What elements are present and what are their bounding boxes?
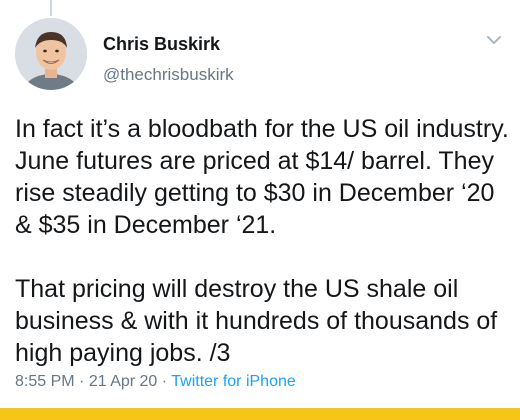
meta-separator: · — [79, 373, 84, 390]
chevron-down-icon[interactable] — [484, 30, 504, 50]
avatar-image — [15, 18, 87, 90]
meta-separator: · — [162, 373, 167, 390]
tweet-paragraph-2: That pricing will destroy the US shale o… — [15, 273, 510, 369]
author-name[interactable]: Chris Buskirk — [103, 34, 220, 55]
avatar[interactable] — [15, 18, 87, 90]
tweet-source-link[interactable]: Twitter for iPhone — [171, 373, 296, 390]
bottom-bar — [0, 408, 520, 420]
tweet-time[interactable]: 8:55 PM — [15, 373, 75, 390]
tweet-paragraph-1: In fact it’s a bloodbath for the US oil … — [15, 113, 510, 241]
tweet-date[interactable]: 21 Apr 20 — [89, 373, 158, 390]
author-handle[interactable]: @thechrisbuskirk — [103, 65, 234, 85]
tweet-text: In fact it’s a bloodbath for the US oil … — [15, 113, 510, 369]
thread-connector-line — [50, 0, 52, 16]
tweet-meta: 8:55 PM · 21 Apr 20 · Twitter for iPhone — [15, 373, 296, 391]
